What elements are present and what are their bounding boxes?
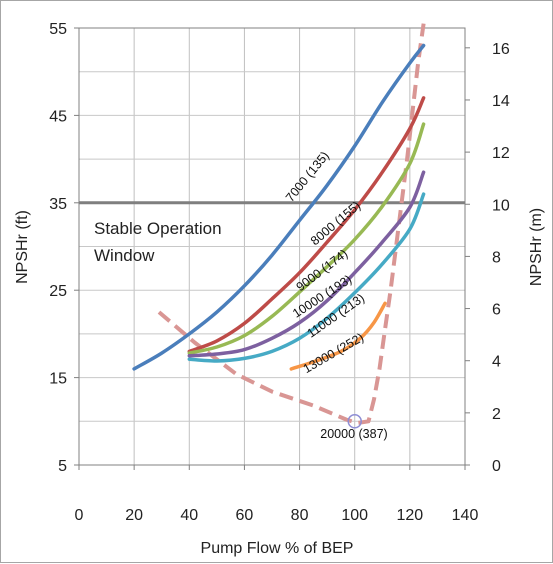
y-axis-title: NPSHr (ft) xyxy=(14,210,31,284)
y2-tick-label: 8 xyxy=(492,249,501,266)
axes: 5 15 25 35 45 55 0 2 4 6 8 10 12 14 16 0 20 40 60 80 100 120 1… xyxy=(49,21,510,524)
y-tick-label: 25 xyxy=(49,283,67,300)
y-tick-label: 5 xyxy=(58,458,67,475)
y2-tick-label: 4 xyxy=(492,354,501,371)
series-line-4 xyxy=(187,170,426,358)
y2-tick-label: 0 xyxy=(492,458,501,475)
marker-point xyxy=(347,414,362,429)
operating-window xyxy=(157,23,426,425)
x-tick-label: 60 xyxy=(236,507,254,524)
y2-tick-label: 6 xyxy=(492,302,501,319)
x-tick-label: 80 xyxy=(291,507,309,524)
x-tick-label: 100 xyxy=(341,507,368,524)
x-tick-label: 0 xyxy=(75,507,84,524)
y-tick-label: 35 xyxy=(49,196,67,213)
x-tick-label: 40 xyxy=(180,507,198,524)
x-axis-title: Pump Flow % of BEP xyxy=(201,540,354,557)
series-line-2 xyxy=(187,96,426,354)
y2-tick-label: 16 xyxy=(492,41,510,58)
x-tick-label: 120 xyxy=(397,507,424,524)
y2-tick-label: 12 xyxy=(492,145,510,162)
grid xyxy=(78,27,466,466)
marker-point-label: 20000 (387) xyxy=(320,427,387,441)
plot-area-border xyxy=(78,27,466,466)
y2-tick-label: 14 xyxy=(492,93,510,110)
y-tick-label: 45 xyxy=(49,108,67,125)
x-tick-label: 140 xyxy=(452,507,479,524)
y2-tick-label: 10 xyxy=(492,197,510,214)
series-line-1 xyxy=(132,43,426,371)
series-group xyxy=(132,43,426,429)
y-tick-label: 55 xyxy=(49,21,67,38)
annotation-line-1: Stable Operation xyxy=(94,219,222,238)
series-line-3 xyxy=(187,122,426,355)
y2-tick-label: 2 xyxy=(492,406,501,423)
series-line-6 xyxy=(289,301,387,371)
y2-axis-title: NPSHr (m) xyxy=(528,208,545,286)
x-tick-label: 20 xyxy=(125,507,143,524)
y-tick-label: 15 xyxy=(49,371,67,388)
series-label-1: 7000 (135) xyxy=(283,149,332,205)
annotation-line-2: Window xyxy=(94,246,155,265)
series-line-5 xyxy=(187,192,426,363)
operating-window-line xyxy=(157,23,426,425)
